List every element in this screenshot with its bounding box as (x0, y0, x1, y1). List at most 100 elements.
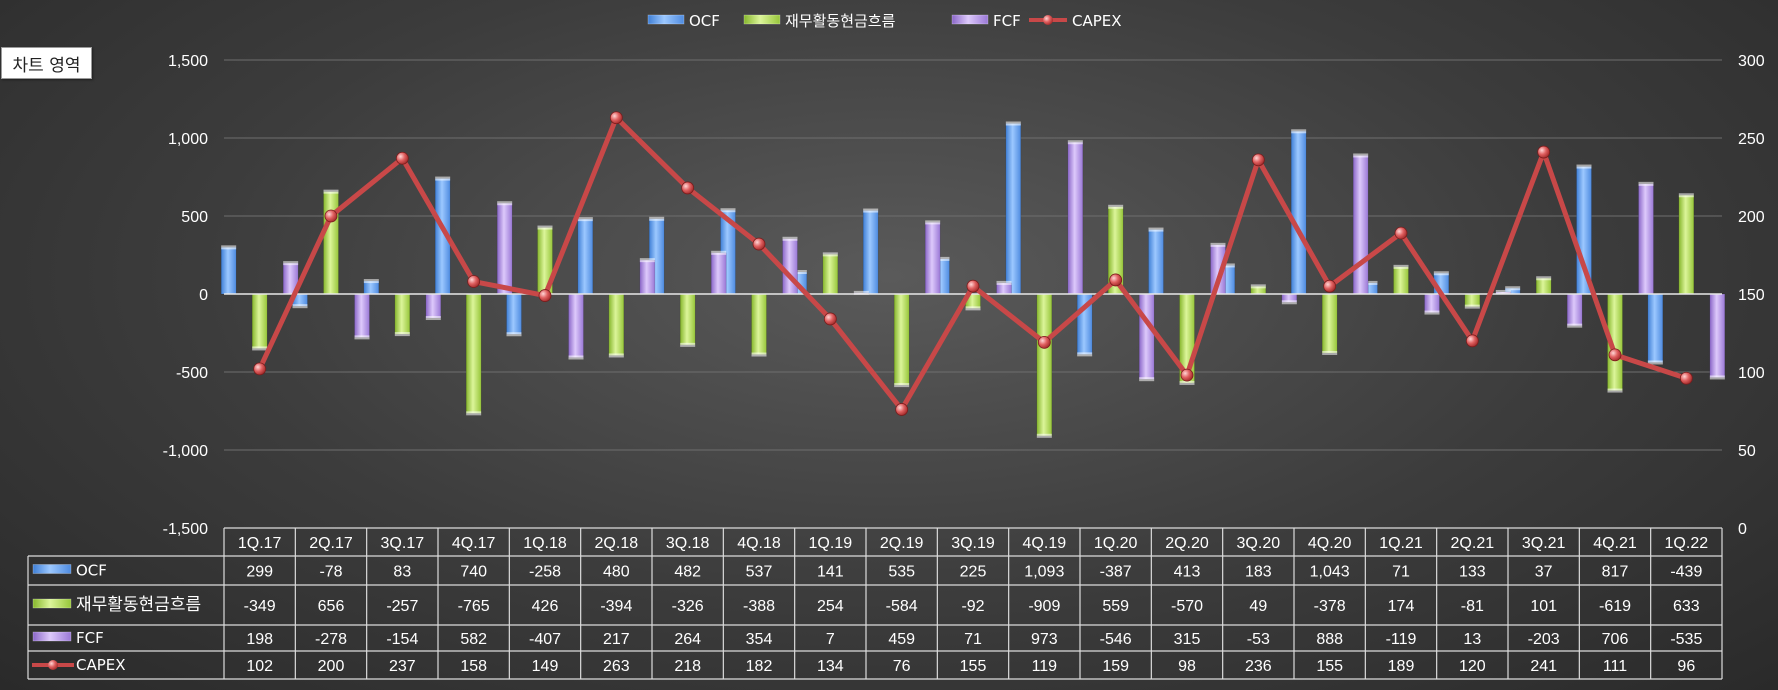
bar-cap (1536, 276, 1552, 281)
table-cell: 76 (893, 658, 911, 675)
bar-financing (1393, 266, 1409, 295)
table-cell: -258 (529, 564, 561, 581)
y-left-tick-label: 1,000 (168, 131, 208, 148)
capex-line (253, 111, 1693, 416)
bar-cap (537, 225, 553, 230)
table-cell: -81 (1461, 598, 1484, 615)
bar-fcf (924, 222, 941, 295)
bar-cap (1567, 323, 1583, 328)
capex-point (1679, 371, 1693, 385)
bar-cap (925, 220, 941, 225)
table-cell: 155 (1316, 658, 1343, 675)
bar-cap (996, 280, 1012, 285)
bar-cap (1210, 242, 1226, 247)
table-cell: 71 (1392, 564, 1410, 581)
table-category-label: 3Q.20 (1237, 535, 1281, 552)
table-cell: -92 (961, 598, 984, 615)
legend-swatch (647, 14, 685, 25)
table-cell: 264 (674, 631, 701, 648)
capex-point (1109, 273, 1123, 287)
y-right-tick-label: 200 (1738, 209, 1765, 226)
bars (220, 121, 1726, 438)
table-category-label: 1Q.22 (1665, 535, 1709, 552)
bar-financing (679, 293, 696, 346)
bar-cap (394, 332, 410, 337)
table-legend-key (32, 598, 72, 609)
table-cell: 83 (393, 564, 411, 581)
table-cell: 189 (1388, 658, 1415, 675)
table-cell: 237 (389, 658, 416, 675)
capex-point (1251, 153, 1265, 167)
y-right-tick-label: 250 (1738, 131, 1765, 148)
bar-cap (680, 342, 696, 347)
bar-cap (853, 290, 869, 295)
bar-financing (465, 293, 482, 414)
table-cell: 155 (960, 658, 987, 675)
table-cell: 158 (460, 658, 487, 675)
table-cell: 254 (817, 598, 844, 615)
table-cell: 174 (1388, 598, 1415, 615)
table-cell: 159 (1102, 658, 1129, 675)
bar-cap (497, 201, 513, 206)
table-cell: 482 (674, 564, 701, 581)
bar-fcf (496, 202, 513, 295)
capex-point (1608, 348, 1622, 362)
table-cell: 1,093 (1024, 564, 1064, 581)
capex-point (467, 275, 481, 288)
bar-fcf (568, 293, 584, 358)
bar-cap (863, 208, 879, 213)
bar-cap (1139, 377, 1155, 382)
bar-fcf (425, 293, 442, 319)
table-category-label: 4Q.19 (1023, 535, 1067, 552)
table-cell: -326 (672, 598, 704, 615)
table-cell: 98 (1178, 658, 1196, 675)
table-cell: -584 (886, 598, 918, 615)
table-category-label: 1Q.19 (809, 535, 853, 552)
bar-cap (751, 352, 767, 357)
bar-cap (934, 256, 950, 261)
bar-cap (965, 306, 981, 311)
table-cell: -619 (1599, 598, 1631, 615)
bar-cap (720, 208, 736, 213)
table-cell: 49 (1249, 598, 1267, 615)
table-category-label: 1Q.17 (238, 535, 282, 552)
table-cell: 299 (246, 564, 273, 581)
bar-cap (1505, 286, 1521, 291)
table-row-label: FCF (76, 629, 104, 647)
table-cell: 182 (746, 658, 773, 675)
table-cell: -388 (743, 598, 775, 615)
table-cell: -765 (458, 598, 490, 615)
bar-fcf (1352, 155, 1369, 295)
capex-point (324, 209, 338, 223)
y-left-tick-label: 0 (199, 287, 208, 304)
bar-financing (822, 254, 839, 295)
table-cell: 559 (1102, 598, 1129, 615)
table-cell: 96 (1677, 658, 1695, 675)
table-cell: 7 (826, 631, 835, 648)
capex-point (1323, 279, 1337, 293)
bar-cap (782, 236, 798, 241)
table-cell: 119 (1032, 658, 1058, 675)
table-category-label: 1Q.20 (1094, 535, 1138, 552)
y-right-tick-label: 300 (1738, 53, 1765, 70)
table-cell: 183 (1245, 564, 1272, 581)
table-cell: 537 (746, 564, 773, 581)
bar-fcf (1067, 141, 1084, 295)
y-axis-right: 300 250 200 150 100 50 0 (1738, 53, 1765, 538)
bar-cap (568, 355, 584, 360)
table-cell: -349 (244, 598, 276, 615)
bar-fcf (1709, 293, 1726, 378)
bar-ocf (1005, 123, 1022, 295)
capex-point (395, 151, 409, 165)
bar-cap (1424, 310, 1440, 315)
table-cell: 120 (1459, 658, 1486, 675)
table-legend-marker (48, 660, 58, 670)
bar-cap (1322, 350, 1338, 355)
table-cell: 740 (460, 564, 487, 581)
bar-cap (608, 353, 624, 358)
table-cell: -78 (319, 564, 342, 581)
bar-financing (1535, 277, 1552, 295)
bar-cap (292, 304, 308, 309)
capex-point (1037, 335, 1051, 349)
table-cell: -378 (1314, 598, 1346, 615)
